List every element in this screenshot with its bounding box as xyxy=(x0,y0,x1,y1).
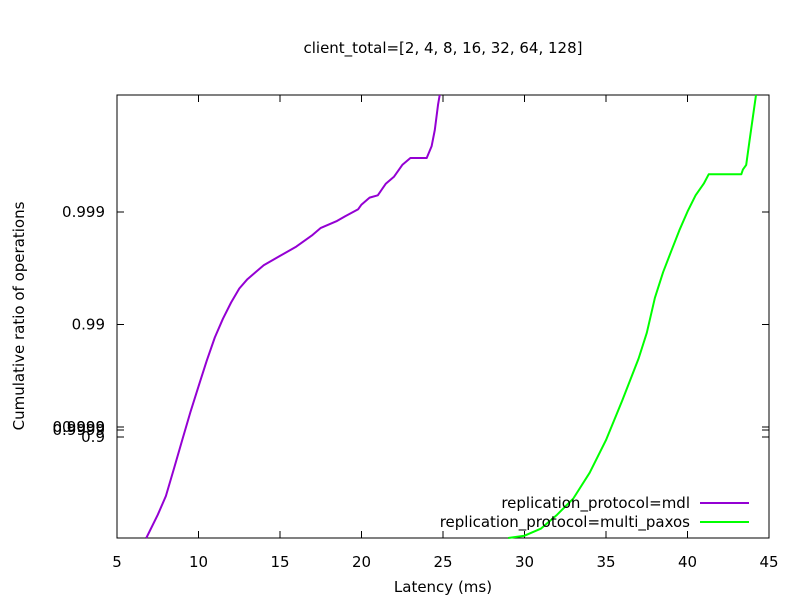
x-axis-label: Latency (ms) xyxy=(394,578,492,596)
y-tick-label: 0.99 xyxy=(72,316,105,334)
y-tick-label-overlap: 0.9999 xyxy=(53,418,106,436)
x-tick-label: 10 xyxy=(189,553,208,571)
y-tick-label: 0.999 xyxy=(62,203,105,221)
x-tick-label: 45 xyxy=(759,553,778,571)
plot-border xyxy=(116,94,770,539)
series-line-mdl xyxy=(145,94,441,539)
legend-label: replication_protocol=mdl xyxy=(501,494,690,513)
x-tick-label: 20 xyxy=(352,553,371,571)
chart-title: client_total=[2, 4, 8, 16, 32, 64, 128] xyxy=(303,39,582,58)
x-tick-label: 40 xyxy=(678,553,697,571)
series-group xyxy=(145,94,757,539)
y-tick-label: 0.9999 xyxy=(53,421,106,439)
legend-label: replication_protocol=multi_paxos xyxy=(440,513,690,532)
legend: replication_protocol=mdlreplication_prot… xyxy=(440,494,749,532)
x-tick-label: 5 xyxy=(112,553,122,571)
y-tick-label-overlap: 0.999 xyxy=(62,418,105,436)
x-tick-label: 30 xyxy=(515,553,534,571)
x-axis: 5 10 15 20 25 30 35 40 45 xyxy=(112,95,779,571)
x-tick-label: 15 xyxy=(270,553,289,571)
x-tick-label: 35 xyxy=(596,553,615,571)
y-axis-label: Cumulative ratio of operations xyxy=(10,201,28,430)
x-tick-label: 25 xyxy=(433,553,452,571)
series-line-multi-paxos xyxy=(508,94,757,539)
y-tick-label: 0.9 xyxy=(81,428,105,446)
